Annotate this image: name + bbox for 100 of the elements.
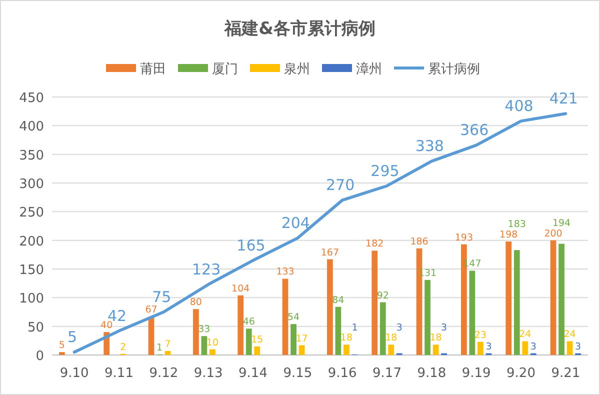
y-tick-label: 150 bbox=[19, 263, 44, 278]
data-label: 198 bbox=[500, 229, 518, 240]
bar bbox=[201, 336, 208, 355]
data-label: 270 bbox=[326, 176, 355, 194]
data-label: 366 bbox=[460, 121, 489, 140]
bar bbox=[327, 259, 333, 355]
data-label: 18 bbox=[430, 332, 442, 344]
bar bbox=[246, 328, 252, 355]
bar bbox=[210, 349, 216, 355]
data-label: 408 bbox=[504, 97, 534, 116]
data-label: 18 bbox=[385, 332, 398, 344]
x-tick-label: 9.21 bbox=[551, 366, 580, 381]
data-label: 3 bbox=[575, 341, 582, 352]
data-label: 104 bbox=[232, 283, 250, 294]
bar bbox=[254, 346, 260, 355]
data-label: 123 bbox=[192, 260, 221, 278]
legend-label: 漳州 bbox=[356, 62, 382, 77]
data-label: 80 bbox=[190, 297, 202, 308]
x-tick-label: 9.14 bbox=[238, 366, 268, 381]
data-label: 200 bbox=[544, 228, 562, 240]
x-tick-label: 9.12 bbox=[149, 366, 178, 381]
data-label: 18 bbox=[340, 332, 353, 344]
chart-title: 福建&各市累计病例 bbox=[224, 19, 376, 39]
data-label: 3 bbox=[530, 341, 536, 352]
data-label: 182 bbox=[366, 238, 384, 250]
bar bbox=[566, 341, 573, 355]
bar bbox=[290, 324, 296, 355]
legend-label: 厦门 bbox=[212, 61, 238, 77]
x-tick-label: 9.20 bbox=[506, 366, 536, 381]
data-label: 421 bbox=[549, 90, 578, 108]
bar bbox=[522, 341, 528, 355]
data-label: 92 bbox=[376, 290, 389, 302]
x-tick-label: 9.15 bbox=[283, 366, 312, 381]
bar bbox=[506, 241, 512, 355]
bar bbox=[164, 350, 171, 355]
y-tick-label: 400 bbox=[19, 120, 44, 135]
bar bbox=[344, 344, 350, 355]
data-label: 54 bbox=[287, 312, 300, 324]
data-label: 186 bbox=[410, 236, 428, 248]
data-label: 165 bbox=[236, 236, 266, 254]
data-label: 3 bbox=[441, 322, 448, 334]
legend-label: 泉州 bbox=[284, 62, 310, 77]
bar bbox=[424, 280, 430, 355]
y-tick-label: 100 bbox=[19, 292, 44, 307]
bar bbox=[388, 344, 394, 355]
bar bbox=[380, 302, 386, 355]
bar bbox=[193, 309, 199, 355]
y-tick-label: 250 bbox=[19, 206, 44, 221]
data-label: 204 bbox=[281, 214, 310, 232]
data-label: 7 bbox=[164, 338, 171, 350]
data-label: 23 bbox=[474, 330, 487, 341]
x-tick-label: 9.13 bbox=[194, 366, 223, 381]
data-label: 338 bbox=[415, 137, 444, 156]
data-label: 5 bbox=[58, 340, 65, 352]
data-label: 183 bbox=[508, 219, 526, 230]
bar bbox=[432, 344, 439, 355]
x-tick-label: 9.11 bbox=[104, 366, 134, 381]
data-label: 193 bbox=[454, 232, 474, 244]
data-label: 10 bbox=[206, 337, 219, 348]
x-tick-label: 9.19 bbox=[462, 366, 491, 381]
data-label: 194 bbox=[552, 218, 571, 229]
bar bbox=[372, 250, 378, 355]
data-label: 17 bbox=[296, 333, 308, 344]
bar bbox=[282, 278, 288, 355]
x-tick-label: 9.17 bbox=[372, 366, 402, 381]
data-label: 3 bbox=[486, 341, 492, 352]
data-label: 2 bbox=[120, 342, 126, 353]
y-tick-label: 200 bbox=[19, 234, 44, 250]
bar bbox=[335, 306, 342, 355]
data-label: 3 bbox=[396, 322, 402, 334]
data-label: 15 bbox=[251, 334, 264, 346]
x-tick-label: 9.10 bbox=[60, 366, 89, 381]
data-label: 167 bbox=[320, 247, 340, 258]
data-label: 1 bbox=[352, 322, 358, 334]
bar bbox=[298, 345, 305, 355]
bar bbox=[558, 244, 564, 355]
bar bbox=[59, 352, 65, 355]
data-label: 5 bbox=[68, 328, 78, 346]
y-tick-label: 0 bbox=[36, 349, 44, 364]
data-label: 75 bbox=[152, 288, 172, 306]
y-tick-label: 350 bbox=[19, 148, 44, 164]
data-label: 133 bbox=[276, 266, 294, 278]
legend-label: 莆田 bbox=[140, 62, 166, 77]
data-label: 1 bbox=[156, 342, 163, 354]
x-tick-label: 9.18 bbox=[417, 366, 446, 381]
x-tick-label: 9.16 bbox=[328, 366, 357, 381]
bar bbox=[514, 250, 520, 355]
bar bbox=[469, 270, 476, 355]
y-tick-label: 300 bbox=[19, 177, 44, 192]
bar bbox=[478, 342, 484, 355]
data-label: 24 bbox=[519, 329, 532, 340]
data-label: 40 bbox=[100, 320, 113, 332]
bar bbox=[550, 240, 556, 355]
bar bbox=[238, 295, 244, 355]
y-tick-label: 450 bbox=[19, 91, 44, 106]
data-label: 67 bbox=[145, 304, 158, 316]
data-label: 24 bbox=[564, 329, 576, 340]
y-tick-label: 50 bbox=[27, 320, 44, 336]
data-label: 295 bbox=[370, 162, 400, 180]
legend-label: 累计病例 bbox=[428, 62, 480, 77]
